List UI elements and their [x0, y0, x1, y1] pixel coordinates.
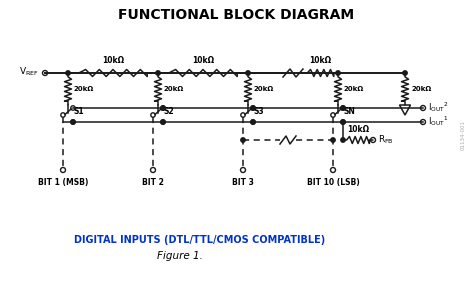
Circle shape [241, 138, 245, 142]
Text: 10kΩ: 10kΩ [102, 56, 124, 65]
Text: 20kΩ: 20kΩ [74, 86, 94, 92]
Text: BIT 10 (LSB): BIT 10 (LSB) [307, 178, 359, 187]
Circle shape [341, 138, 345, 142]
Text: 10kΩ: 10kΩ [192, 56, 214, 65]
Text: S3: S3 [253, 107, 264, 116]
Text: $\mathsf{I_{OUT}}$$^1$: $\mathsf{I_{OUT}}$$^1$ [428, 114, 448, 128]
Text: 10kΩ: 10kΩ [310, 56, 331, 65]
Text: S2: S2 [163, 107, 174, 116]
Text: Figure 1.: Figure 1. [157, 251, 203, 261]
Text: 20kΩ: 20kΩ [411, 86, 431, 92]
Text: DIGITAL INPUTS (DTL/TTL/CMOS COMPATIBLE): DIGITAL INPUTS (DTL/TTL/CMOS COMPATIBLE) [75, 235, 326, 245]
Circle shape [341, 120, 345, 124]
Circle shape [161, 120, 165, 124]
Circle shape [71, 120, 75, 124]
Circle shape [336, 71, 340, 75]
Text: BIT 2: BIT 2 [142, 178, 164, 187]
Text: $\mathsf{I_{OUT}}$$^2$: $\mathsf{I_{OUT}}$$^2$ [428, 100, 448, 114]
Circle shape [246, 71, 250, 75]
Circle shape [66, 71, 70, 75]
Circle shape [341, 106, 345, 110]
Circle shape [251, 106, 255, 110]
Circle shape [161, 106, 165, 110]
Text: 20kΩ: 20kΩ [164, 86, 185, 92]
Circle shape [251, 120, 255, 124]
Text: $\mathsf{V_{REF}}$: $\mathsf{V_{REF}}$ [19, 66, 39, 78]
Text: BIT 1 (MSB): BIT 1 (MSB) [38, 178, 88, 187]
Text: S1: S1 [73, 107, 84, 116]
Text: SN: SN [343, 107, 355, 116]
Text: $\mathsf{R_{FB}}$: $\mathsf{R_{FB}}$ [378, 134, 394, 146]
Text: BIT 3: BIT 3 [232, 178, 254, 187]
Circle shape [331, 138, 335, 142]
Text: 20kΩ: 20kΩ [344, 86, 364, 92]
Text: 01134-001: 01134-001 [461, 120, 465, 150]
Text: 10kΩ: 10kΩ [347, 125, 369, 134]
Text: 20kΩ: 20kΩ [254, 86, 274, 92]
Circle shape [403, 71, 407, 75]
Text: FUNCTIONAL BLOCK DIAGRAM: FUNCTIONAL BLOCK DIAGRAM [118, 8, 354, 22]
Circle shape [156, 71, 160, 75]
